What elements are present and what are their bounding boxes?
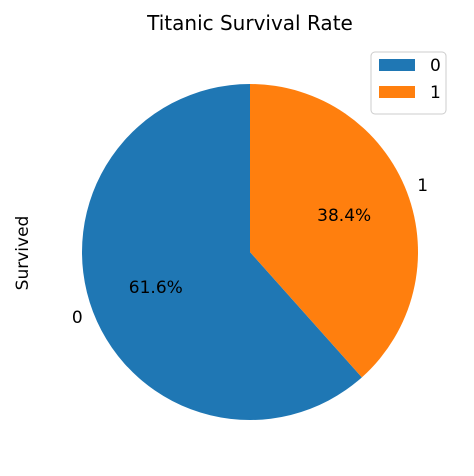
pie-slice-1	[250, 84, 418, 378]
chart-title: Titanic Survival Rate	[146, 11, 353, 35]
category-labels: 01	[72, 176, 428, 328]
category-label-0: 0	[72, 308, 83, 328]
legend-swatch-1	[379, 86, 415, 98]
legend-swatch-0	[379, 59, 415, 71]
percent-label-1: 38.4%	[317, 206, 371, 226]
category-label-1: 1	[417, 176, 428, 196]
pie-slice-0	[82, 84, 362, 420]
legend-label-0: 0	[430, 56, 441, 76]
legend-label-1: 1	[430, 83, 441, 103]
legend-entries: 01	[379, 56, 441, 103]
pie-slices	[82, 84, 418, 420]
legend: 01	[370, 51, 447, 115]
percent-label-0: 61.6%	[129, 278, 183, 298]
y-axis-label: Survived	[13, 216, 33, 291]
percent-labels: 61.6% 38.4%	[129, 206, 371, 298]
